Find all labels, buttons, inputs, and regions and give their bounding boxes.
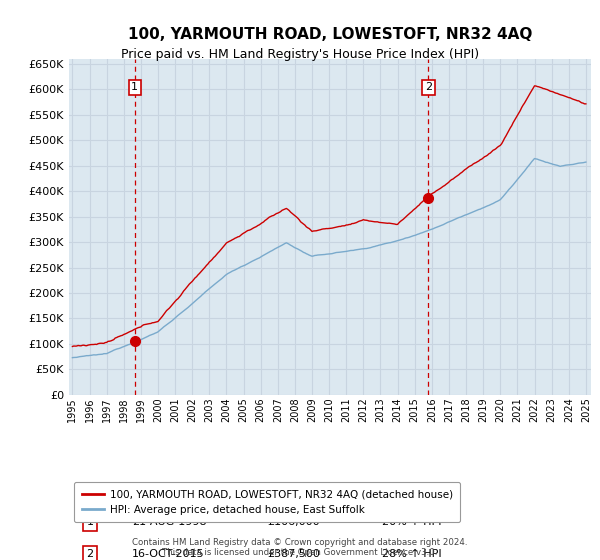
Text: 20% ↑ HPI: 20% ↑ HPI [382, 517, 442, 528]
Text: 1: 1 [131, 82, 139, 92]
Text: £106,000: £106,000 [268, 517, 320, 528]
Text: 21-AUG-1998: 21-AUG-1998 [131, 517, 206, 528]
Text: 2: 2 [86, 549, 94, 559]
Text: Price paid vs. HM Land Registry's House Price Index (HPI): Price paid vs. HM Land Registry's House … [121, 48, 479, 60]
Text: 1: 1 [86, 517, 94, 528]
Legend: 100, YARMOUTH ROAD, LOWESTOFT, NR32 4AQ (detached house), HPI: Average price, de: 100, YARMOUTH ROAD, LOWESTOFT, NR32 4AQ … [74, 482, 460, 522]
Text: Contains HM Land Registry data © Crown copyright and database right 2024.
This d: Contains HM Land Registry data © Crown c… [132, 538, 468, 557]
Text: 28% ↑ HPI: 28% ↑ HPI [382, 549, 442, 559]
Text: 16-OCT-2015: 16-OCT-2015 [131, 549, 204, 559]
Text: 2: 2 [425, 82, 432, 92]
Text: £387,500: £387,500 [268, 549, 320, 559]
Title: 100, YARMOUTH ROAD, LOWESTOFT, NR32 4AQ: 100, YARMOUTH ROAD, LOWESTOFT, NR32 4AQ [128, 27, 532, 43]
